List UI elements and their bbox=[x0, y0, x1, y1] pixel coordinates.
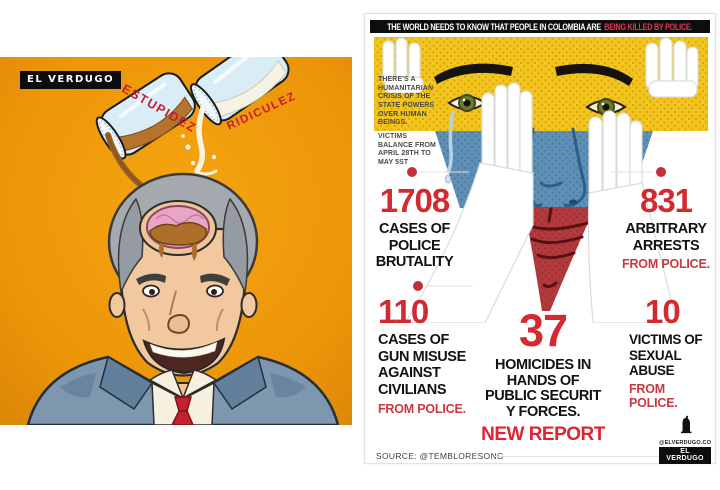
raised-hand-top-left bbox=[382, 37, 424, 94]
infographic-poster: THE WORLD NEEDS TO KNOW THAT PEOPLE IN C… bbox=[364, 13, 716, 464]
stat-value: 10 bbox=[645, 293, 681, 330]
hand-left bbox=[404, 82, 534, 323]
stat-gun-misuse: 110 CASES OF GUN MISUSE AGAINST CIVILIAN… bbox=[378, 295, 490, 416]
stat-label: CASES OF GUN MISUSE AGAINST CIVILIANS bbox=[378, 332, 466, 399]
ear-left bbox=[108, 292, 126, 318]
stat-value: 831 bbox=[639, 182, 693, 219]
stat-value: 37 bbox=[518, 305, 568, 356]
divider-line bbox=[495, 456, 707, 457]
stat-sublabel: FROM POLICE. bbox=[629, 381, 678, 410]
stat-value: 110 bbox=[378, 293, 429, 330]
headline-text: THE WORLD NEEDS TO KNOW THAT PEOPLE IN C… bbox=[387, 22, 692, 32]
brand-logo: @ELVERDUGO.CO EL VERDUGO bbox=[659, 415, 711, 465]
teeth bbox=[149, 341, 218, 358]
stat-label: ARBITRARY ARRESTS bbox=[625, 221, 707, 254]
stat-label: CASES OF POLICE BRUTALITY bbox=[375, 221, 454, 271]
intro-crisis-text: THERE'S A HUMANITARIAN CRISIS OF THE STA… bbox=[378, 76, 435, 127]
headline-highlight: BEING KILLED BY POLICE. bbox=[604, 21, 693, 32]
stat-police-brutality: 1708 CASES OF POLICE BRUTALITY bbox=[367, 184, 462, 271]
stat-label: HOMICIDES IN HANDS OF PUBLIC SECURIT Y F… bbox=[484, 357, 602, 420]
lips bbox=[526, 207, 590, 289]
headline-bar: THE WORLD NEEDS TO KNOW THAT PEOPLE IN C… bbox=[370, 20, 710, 33]
hand-right bbox=[587, 110, 678, 323]
suit bbox=[26, 355, 340, 425]
lapel-right bbox=[212, 355, 267, 411]
raised-hand-top-right bbox=[645, 37, 699, 98]
lapel-left bbox=[99, 355, 154, 411]
source-credit: SOURCE: @TEMBLORESONG bbox=[376, 451, 504, 461]
intro-balance-text: VICTIMS BALANCE FROM APRIL 28TH TO MAY 5… bbox=[378, 133, 436, 167]
red-dot-marker bbox=[413, 281, 423, 291]
red-dot-marker bbox=[656, 167, 666, 177]
tear-left bbox=[446, 110, 455, 174]
tie-blade bbox=[171, 410, 194, 425]
cartoon-illustration: ESTUPIDEZ RIDICULEZ bbox=[0, 57, 352, 425]
brown-goo bbox=[149, 221, 208, 246]
headline-prefix: THE WORLD NEEDS TO KNOW THAT PEOPLE IN C… bbox=[387, 21, 602, 32]
eyebrow-right bbox=[200, 273, 230, 286]
colombia-face-illustration bbox=[374, 37, 708, 323]
eyebrow-left bbox=[434, 63, 513, 84]
ear-right bbox=[240, 292, 258, 318]
eyebrow-left bbox=[136, 273, 166, 285]
stat-arbitrary-arrests: 831 ARBITRARY ARRESTS FROM POLICE. bbox=[618, 184, 714, 271]
eyebrow-right bbox=[555, 63, 633, 86]
white-pour-stream bbox=[194, 102, 207, 174]
stat-homicides: 37 HOMICIDES IN HANDS OF PUBLIC SECURIT … bbox=[473, 308, 613, 420]
brand-badge: EL VERDUGO bbox=[659, 447, 711, 464]
stat-value: 1708 bbox=[379, 182, 450, 219]
stat-sublabel: FROM POLICE. bbox=[622, 257, 710, 272]
flag-red-chin bbox=[524, 207, 595, 311]
nose bbox=[167, 314, 190, 334]
stat-label: VICTIMS OF SEXUAL ABUSE bbox=[629, 332, 703, 379]
executioner-icon bbox=[680, 415, 691, 434]
new-report-label: NEW REPORT bbox=[481, 424, 605, 445]
stat-sublabel: FROM POLICE. bbox=[378, 401, 466, 416]
politician-caricature bbox=[107, 172, 259, 385]
stat-sexual-abuse: 10 VICTIMS OF SEXUAL ABUSE FROM POLICE. bbox=[629, 295, 713, 410]
red-dot-marker bbox=[407, 167, 417, 177]
political-cartoon: ESTUPIDEZ RIDICULEZ bbox=[0, 57, 352, 425]
cartoon-credit-label: EL VERDUGO bbox=[20, 71, 122, 89]
brand-handle: @ELVERDUGO.CO bbox=[659, 440, 712, 446]
